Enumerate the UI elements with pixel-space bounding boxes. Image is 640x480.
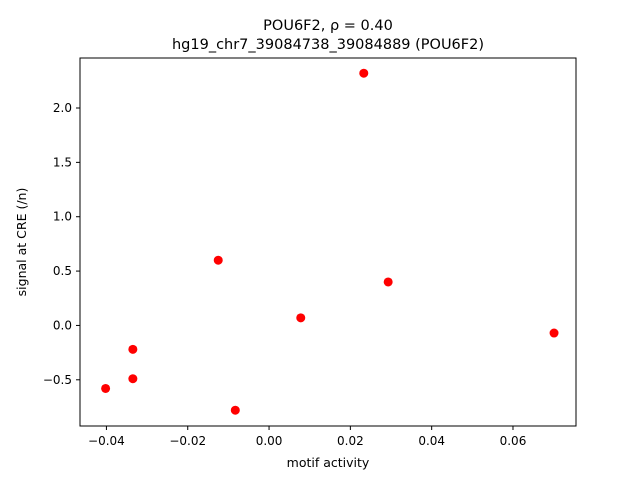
data-point-6 [128,344,138,354]
x-tick-label: 0.04 [418,434,445,448]
x-axis-label: motif activity [287,455,370,470]
data-point-7 [128,374,138,384]
y-axis-ticks: −0.5 0.0 0.5 1.0 1.5 2.0 [43,101,80,387]
data-point-2 [213,255,223,265]
data-point-3 [383,277,393,287]
y-tick-label: 0.0 [53,318,72,332]
data-point-4 [296,313,306,323]
y-axis-label: signal at CRE (/n) [14,188,29,297]
data-point-5 [549,328,559,338]
x-tick-label: 0.06 [500,434,527,448]
x-tick-label: 0.02 [337,434,364,448]
x-tick-label: −0.02 [169,434,206,448]
data-points [101,68,559,415]
x-tick-label: −0.04 [88,434,125,448]
chart-title-line1: POU6F2, ρ = 0.40 [263,18,393,34]
y-tick-label: 1.5 [53,155,72,169]
y-tick-label: −0.5 [43,373,72,387]
plot-area-frame [79,57,577,427]
y-tick-label: 1.0 [53,210,72,224]
x-tick-label: 0.00 [256,434,283,448]
chart-title-line2: hg19_chr7_39084738_39084889 (POU6F2) [172,37,484,53]
data-point-1 [359,68,369,78]
y-tick-label: 2.0 [53,101,72,115]
data-point-9 [230,405,240,415]
data-point-8 [101,383,111,393]
x-axis-ticks: −0.04 −0.02 0.00 0.02 0.04 0.06 [88,426,526,448]
y-tick-label: 0.5 [53,264,72,278]
